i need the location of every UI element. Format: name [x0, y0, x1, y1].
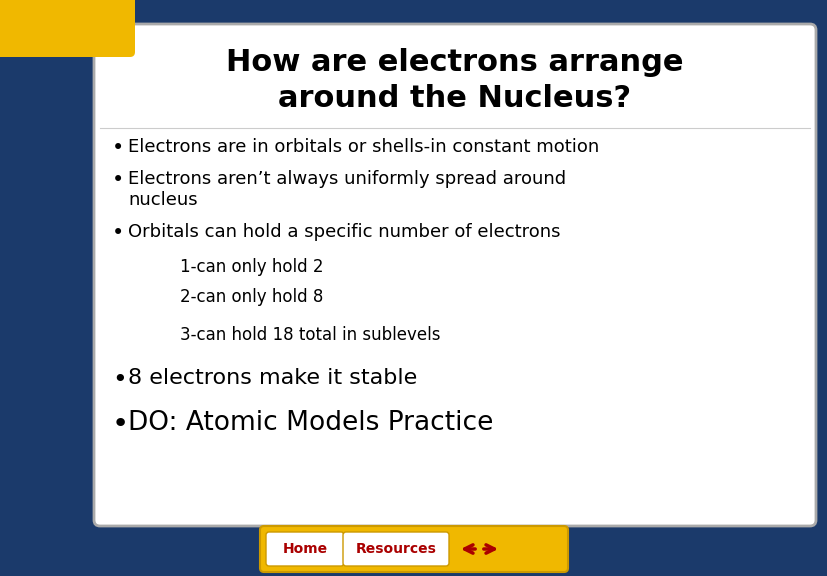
Text: DO: Atomic Models Practice: DO: Atomic Models Practice	[128, 410, 493, 436]
Text: Orbitals can hold a specific number of electrons: Orbitals can hold a specific number of e…	[128, 223, 560, 241]
Text: 1-can only hold 2: 1-can only hold 2	[179, 258, 323, 276]
Text: Resources: Resources	[355, 542, 436, 556]
Text: Electrons aren’t always uniformly spread around
nucleus: Electrons aren’t always uniformly spread…	[128, 170, 566, 209]
Text: Home: Home	[282, 542, 327, 556]
Text: 3-can hold 18 total in sublevels: 3-can hold 18 total in sublevels	[179, 326, 440, 344]
FancyBboxPatch shape	[265, 532, 343, 566]
Text: •: •	[112, 138, 124, 158]
FancyBboxPatch shape	[0, 0, 135, 57]
Text: How are electrons arrange: How are electrons arrange	[226, 48, 683, 77]
FancyBboxPatch shape	[260, 526, 567, 572]
Text: •: •	[112, 170, 124, 190]
Text: •: •	[112, 223, 124, 243]
Text: around the Nucleus?: around the Nucleus?	[278, 84, 631, 113]
Text: 8 electrons make it stable: 8 electrons make it stable	[128, 368, 417, 388]
Text: •: •	[112, 368, 127, 392]
FancyBboxPatch shape	[342, 532, 448, 566]
Text: Electrons are in orbitals or shells-in constant motion: Electrons are in orbitals or shells-in c…	[128, 138, 599, 156]
Text: •: •	[112, 410, 129, 438]
FancyBboxPatch shape	[94, 24, 815, 526]
Text: 2-can only hold 8: 2-can only hold 8	[179, 288, 323, 306]
